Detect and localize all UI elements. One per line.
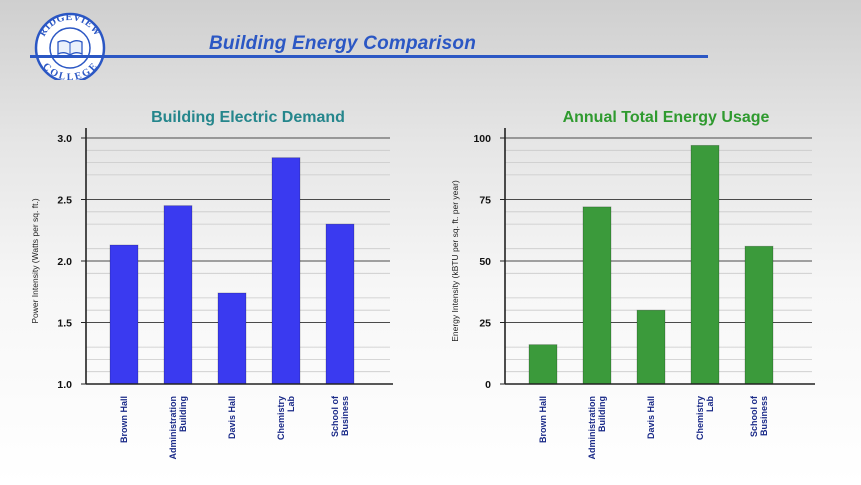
y-tick-label: 25 xyxy=(479,318,491,330)
usage-bar xyxy=(636,309,666,385)
x-category-label: Brown Hall xyxy=(119,396,129,443)
demand-bar xyxy=(325,223,355,385)
y-tick-label: 50 xyxy=(479,256,491,268)
chart-title: Annual Total Energy Usage xyxy=(563,109,770,126)
title-rule xyxy=(30,55,708,58)
y-axis-label: Power Intensity (Watts per sq. ft.) xyxy=(30,198,40,324)
y-axis-label: Energy Intensity (kBTU per sq. ft. per y… xyxy=(450,180,460,342)
x-category-label: Lab xyxy=(286,396,296,413)
x-category-label: Administration xyxy=(587,396,597,460)
chart-title: Building Electric Demand xyxy=(151,109,345,126)
usage-bar xyxy=(582,206,612,385)
y-tick-label: 75 xyxy=(479,195,491,207)
x-category-label: Administration xyxy=(168,396,178,460)
x-category-label: Building xyxy=(178,396,188,432)
x-category-label: Building xyxy=(597,396,607,432)
usage-bar xyxy=(528,344,558,385)
x-category-label: Chemistry xyxy=(276,396,286,440)
demand-bar xyxy=(271,157,301,385)
usage-bar xyxy=(744,245,774,385)
x-category-label: Lab xyxy=(705,396,715,413)
y-tick-label: 1.0 xyxy=(57,379,72,391)
x-category-label: Brown Hall xyxy=(538,396,548,443)
x-category-label: School of xyxy=(749,395,759,437)
building-electric-demand-chart: Building Electric Demand 1.0 1.5 2.0 2.5 3.0 P… xyxy=(30,109,393,460)
annual-total-energy-usage-chart: Annual Total Energy Usage 0 25 50 75 100 Energ… xyxy=(450,109,815,460)
y-tick-label: 0 xyxy=(485,379,491,391)
usage-bar xyxy=(690,144,720,385)
x-category-label: School of xyxy=(330,395,340,437)
y-tick-label: 3.0 xyxy=(57,133,72,145)
college-logo: RIDGEVIEW COLLEGE xyxy=(34,12,106,80)
y-tick-label: 2.5 xyxy=(57,195,72,207)
y-tick-label: 2.0 xyxy=(57,256,72,268)
y-tick-label: 1.5 xyxy=(57,318,72,330)
page-title: Building Energy Comparison xyxy=(209,33,476,54)
x-category-label: Davis Hall xyxy=(646,396,656,439)
x-category-label: Business xyxy=(759,396,769,436)
x-category-label: Chemistry xyxy=(695,396,705,440)
x-category-label: Davis Hall xyxy=(227,396,237,439)
x-category-label: Business xyxy=(340,396,350,436)
open-book-icon xyxy=(57,40,83,56)
demand-bar xyxy=(163,205,193,385)
demand-bar xyxy=(217,292,247,385)
y-tick-label: 100 xyxy=(473,133,491,145)
demand-bar xyxy=(109,244,139,385)
